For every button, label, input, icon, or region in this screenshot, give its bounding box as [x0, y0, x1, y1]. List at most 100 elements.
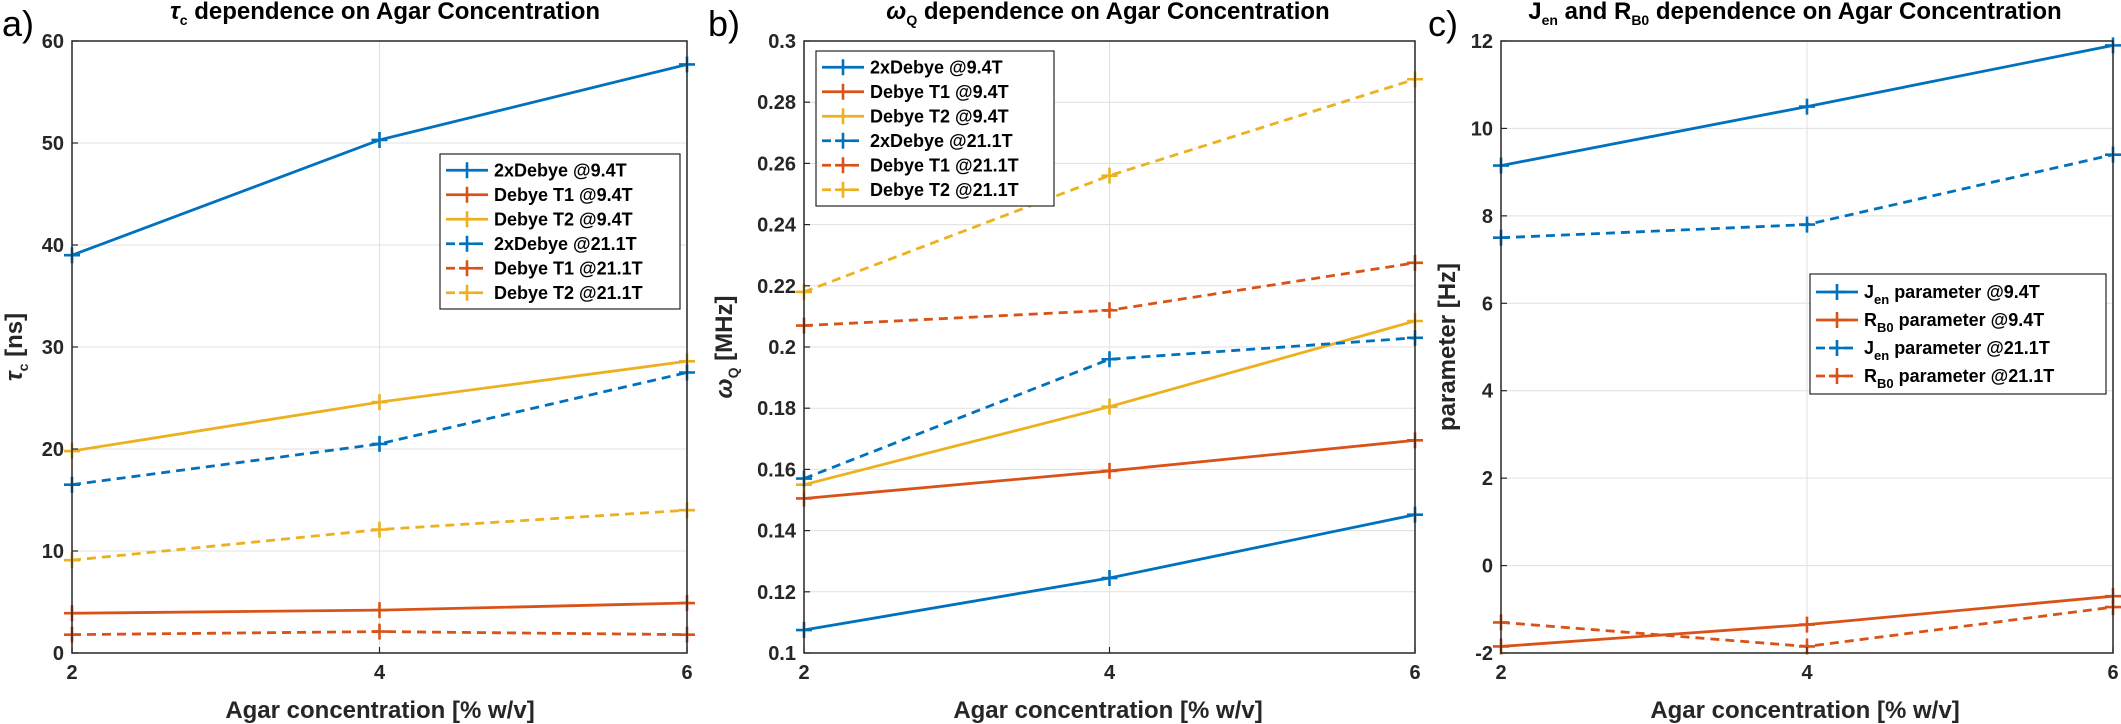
panel-a-ylabel-symbol: τ — [1, 370, 28, 381]
legend-label-Debye T2 @9.4T: Debye T2 @9.4T — [494, 209, 633, 229]
data-point-Debye T2 @21.1T-4 — [1101, 167, 1118, 184]
legend-marker-Debye T1 @9.4T — [835, 83, 851, 100]
legend-label-Debye T1 @9.4T: Debye T1 @9.4T — [494, 185, 633, 205]
data-point-Debye T1 @21.1T-4 — [1101, 302, 1118, 319]
legend-label-Debye T1 @21.1T: Debye T1 @21.1T — [870, 155, 1019, 175]
data-point-Jen parameter @9.4T-4 — [1799, 98, 1815, 115]
data-point-2xDebye @9.4T-4 — [1101, 570, 1118, 587]
panel-b-y-tick-label: 0.3 — [768, 31, 796, 53]
legend-label-subscript: en — [1874, 348, 1889, 363]
panel-a-y-tick-label: 30 — [42, 337, 64, 359]
panel-b-label: b) — [708, 3, 740, 44]
legend-marker-Debye T1 @21.1T — [459, 260, 475, 277]
panel-b-x-axis-label: Agar concentration [% w/v] — [953, 697, 1262, 724]
panel-b-y-tick-label: 0.16 — [757, 459, 796, 481]
legend-marker-2xDebye @9.4T — [459, 162, 475, 179]
data-point-Debye T1 @9.4T-4 — [1101, 462, 1118, 479]
legend-label-subscript: en — [1874, 292, 1889, 307]
legend-label-Debye T1 @9.4T: Debye T1 @9.4T — [870, 82, 1009, 102]
panel-c-legend-box — [1809, 273, 2107, 395]
panel-a-title-subscript: c — [180, 12, 188, 28]
panel-b-y-tick-label: 0.22 — [757, 276, 796, 298]
legend-label-symbol: J — [1864, 338, 1874, 358]
legend-label-2xDebye @9.4T: 2xDebye @9.4T — [494, 160, 627, 180]
legend-marker-Jen parameter @9.4T — [1829, 284, 1845, 300]
legend-label-symbol: R — [1864, 366, 1877, 386]
panel-c-y-tick-label: 0 — [1482, 556, 1493, 578]
panel-c-x-axis-label: Agar concentration [% w/v] — [1650, 697, 1959, 724]
panel-a-label: a) — [2, 3, 34, 44]
panel-c-title: Jen and RB0 dependence on Agar Concentra… — [1528, 0, 2061, 28]
panel-a-title-rest: dependence on Agar Concentration — [188, 0, 601, 25]
data-point-Debye T2 @9.4T-4 — [1101, 398, 1118, 415]
panel-c-title-a: J — [1528, 0, 1541, 25]
panel-c-y-tick-label: 12 — [1471, 31, 1493, 53]
legend-label-Debye T1 @21.1T: Debye T1 @21.1T — [494, 258, 643, 278]
panel-a-y-tick-label: 50 — [42, 133, 64, 155]
panel-a-y-tick-label: 10 — [42, 541, 64, 563]
panel-b-y-tick-label: 0.1 — [768, 643, 796, 665]
legend-marker-Debye T2 @9.4T — [835, 108, 851, 125]
panel-b-title: ωQ dependence on Agar Concentration — [886, 0, 1329, 28]
panel-a-y-tick-label: 40 — [42, 235, 64, 257]
panel-a-tick-labels: 0 10 20 30 40 50 60 2 4 6 — [42, 31, 693, 684]
legend-label-Debye T2 @21.1T: Debye T2 @21.1T — [870, 180, 1019, 200]
panel-a-ylabel-rest: [ns] — [1, 313, 28, 364]
panel-c: c) Jen and RB0 dependence on Agar Concen… — [1428, 0, 2121, 724]
legend-label-2xDebye @21.1T: 2xDebye @21.1T — [494, 234, 637, 254]
panel-a-legend: 2xDebye @9.4T Debye T1 @9.4T Debye T2 @9.4… — [439, 153, 681, 310]
panel-a-y-axis-label: τc [ns] — [1, 313, 31, 381]
panel-c-y-tick-label: 2 — [1482, 468, 1493, 490]
panel-b: b) ωQ dependence on Agar Concentration 0… — [708, 0, 1423, 724]
panel-b-tick-labels: 0.1 0.12 0.14 0.16 0.18 0.2 0.22 0.24 0.26 0.28 0.… — [757, 31, 1421, 684]
legend-marker-2xDebye @21.1T — [459, 235, 475, 252]
panel-b-y-tick-label: 0.14 — [757, 521, 797, 543]
series-line-2xDebye @21.1T — [803, 336, 1416, 480]
legend-label-Debye T2 @21.1T: Debye T2 @21.1T — [494, 283, 643, 303]
panel-c-title-a-subscript: en — [1542, 12, 1558, 28]
panel-b-y-tick-label: 0.24 — [757, 215, 797, 237]
legend-label-Debye T2 @9.4T: Debye T2 @9.4T — [870, 106, 1009, 126]
panel-c-y-tick-label: 6 — [1482, 293, 1493, 315]
panel-b-y-tick-label: 0.26 — [757, 153, 796, 175]
panel-b-legend-box — [815, 50, 1055, 207]
panel-a-y-tick-label: 20 — [42, 439, 64, 461]
panel-c-y-axis-label: parameter [Hz] — [1434, 263, 1461, 431]
panel-b-y-tick-label: 0.12 — [757, 582, 796, 604]
legend-marker-2xDebye @21.1T — [835, 132, 851, 149]
panel-c-tick-labels: -2 0 2 4 6 8 10 12 2 4 6 — [1471, 31, 2119, 684]
legend-label-rest: parameter @9.4T — [1894, 310, 2045, 330]
data-point-2xDebye @21.1T-4 — [1101, 351, 1118, 368]
panel-c-title-rest: dependence on Agar Concentration — [1649, 0, 2062, 25]
panel-c-x-tick-label: 4 — [1801, 662, 1813, 684]
panel-b-title-symbol: ω — [886, 0, 906, 25]
legend-label-subscript: B0 — [1877, 376, 1894, 391]
legend-marker-Debye T2 @9.4T — [459, 211, 475, 228]
series-line-Debye T2 @21.1T — [71, 508, 688, 562]
data-point-Debye T1 @21.1T-4 — [371, 623, 388, 640]
panel-a-legend-box — [439, 153, 681, 310]
panel-a-x-tick-label: 2 — [66, 662, 77, 684]
legend-label-symbol: J — [1864, 282, 1874, 302]
legend-marker-Debye T2 @21.1T — [835, 181, 851, 198]
panel-a-y-tick-label: 0 — [53, 643, 64, 665]
panel-b-y-tick-label: 0.28 — [757, 92, 796, 114]
panel-c-y-tick-label: 4 — [1482, 381, 1494, 403]
data-point-Debye T2 @21.1T-4 — [371, 521, 388, 538]
data-point-Debye T2 @9.4T-4 — [371, 394, 388, 411]
panel-a-title: τc dependence on Agar Concentration — [170, 0, 600, 28]
panel-c-x-tick-label: 2 — [1495, 662, 1506, 684]
legend-label-Jen parameter @21.1T: Jen parameter @21.1T — [1864, 338, 2050, 363]
legend-marker-RB0 parameter @21.1T — [1829, 368, 1845, 384]
panel-a: a) τc dependence on Agar Concentration 0… — [1, 0, 695, 724]
panel-b-legend: 2xDebye @9.4T Debye T1 @9.4T Debye T2 @9.4… — [815, 50, 1055, 207]
panel-a-x-axis-label: Agar concentration [% w/v] — [225, 697, 534, 724]
panel-b-title-subscript: Q — [906, 12, 917, 28]
panel-b-x-tick-label: 4 — [1104, 662, 1116, 684]
legend-marker-Debye T1 @9.4T — [459, 186, 475, 203]
panel-c-y-tick-label: -2 — [1475, 643, 1493, 665]
panel-b-ylabel-subscript: Q — [725, 367, 741, 378]
panel-c-x-tick-label: 6 — [2107, 662, 2118, 684]
